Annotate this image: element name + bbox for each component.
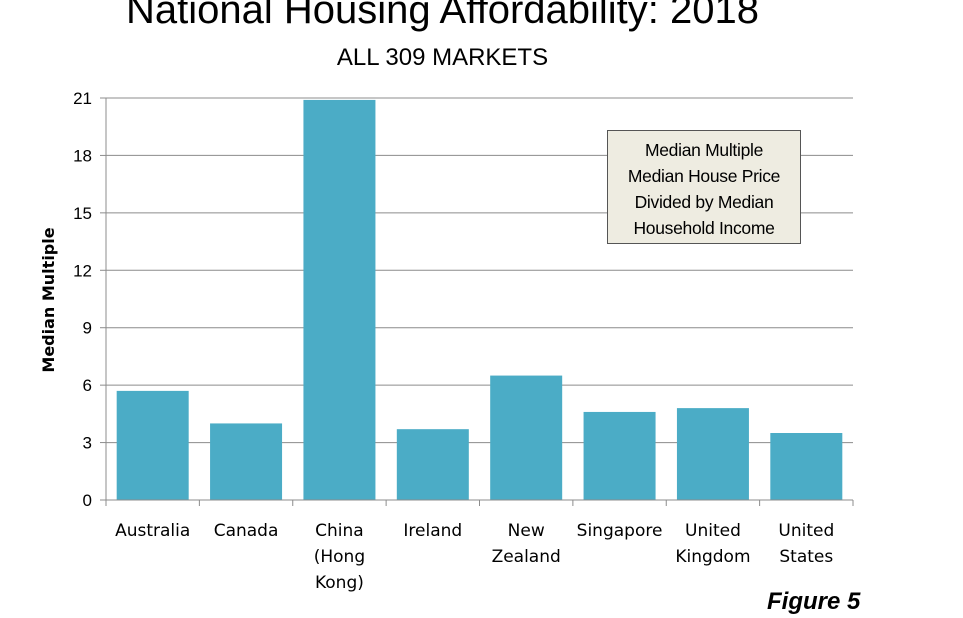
x-tick-label: Ireland <box>403 521 462 541</box>
x-tick-label: United <box>778 521 834 541</box>
y-tick-label: 12 <box>73 261 92 280</box>
annotation-line: Divided by Median <box>634 192 774 212</box>
x-tick-label: Zealand <box>492 547 561 567</box>
x-tick-labels: Australia Canada China (Hong Kong) Ireland New… <box>115 521 834 593</box>
annotation-line: Median Multiple <box>644 140 764 160</box>
annotation-box: Median Multiple Median House Price Divid… <box>607 130 801 244</box>
bar <box>490 375 563 500</box>
x-tick-label: Kingdom <box>675 547 750 567</box>
y-tick-label: 3 <box>83 434 92 453</box>
y-tick-label: 0 <box>83 491 92 510</box>
y-tick-label: 9 <box>83 319 92 338</box>
y-tick-label: 21 <box>73 89 92 108</box>
bar <box>210 423 283 500</box>
chart-title: National Housing Affordability: 2018 <box>125 0 759 32</box>
bars <box>116 99 843 501</box>
annotation-line: Household Income <box>633 218 775 238</box>
y-tick-label: 18 <box>73 146 92 165</box>
x-tick-label: United <box>685 521 741 541</box>
x-tick-label: Kong) <box>315 573 364 593</box>
x-tick-label: Canada <box>214 521 279 541</box>
bar <box>396 429 469 500</box>
y-tick-labels: 0 3 6 9 12 15 18 21 <box>73 89 92 510</box>
x-tick-label: Australia <box>115 521 190 541</box>
x-tick-label: (Hong <box>314 547 365 567</box>
bar <box>770 433 843 500</box>
figure-label: Figure 5 <box>767 588 861 615</box>
y-axis-label: Median Multiple <box>39 227 58 372</box>
bar <box>583 411 656 500</box>
bar <box>676 408 749 500</box>
y-tick-label: 6 <box>83 376 92 395</box>
bar <box>116 390 189 500</box>
x-tick-label: States <box>779 547 833 567</box>
chart-subtitle: ALL 309 MARKETS <box>336 44 549 71</box>
x-tick-label: Singapore <box>577 521 663 541</box>
annotation-line: Median House Price <box>627 166 781 186</box>
x-tick-label: China <box>315 521 364 541</box>
bar <box>303 99 376 501</box>
axes <box>105 98 854 506</box>
gridlines <box>100 97 853 501</box>
y-tick-label: 15 <box>73 204 92 223</box>
x-tick-label: New <box>508 521 545 541</box>
